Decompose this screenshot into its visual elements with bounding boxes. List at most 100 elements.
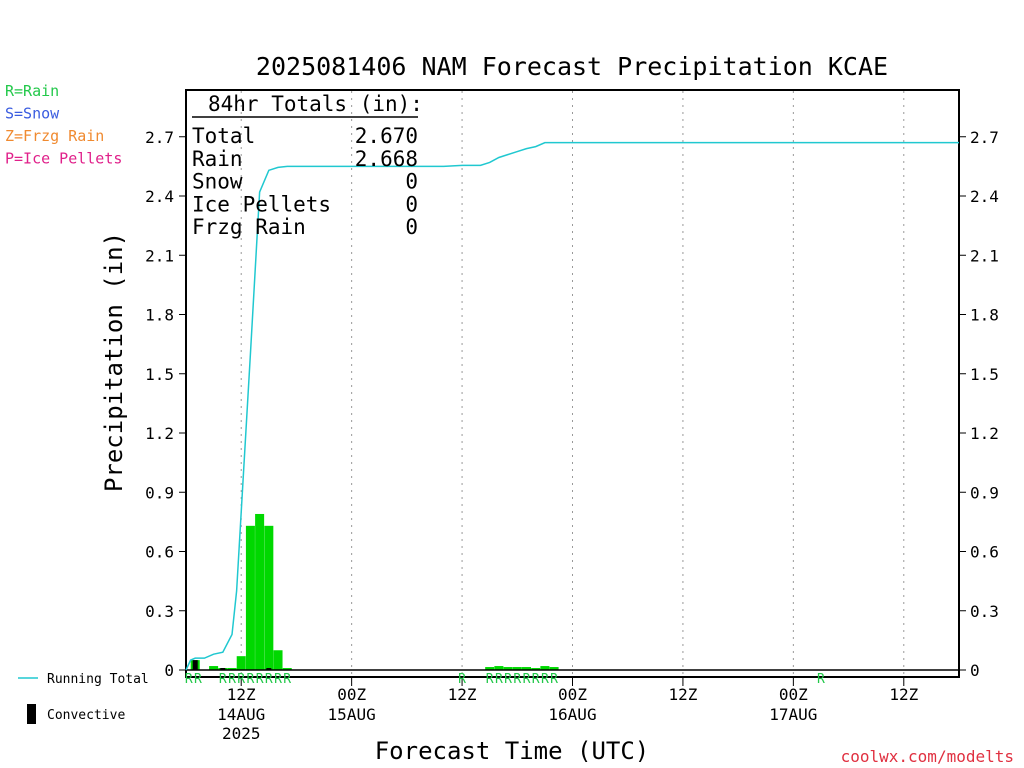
x-tick-label: 00Z <box>337 685 366 704</box>
y-tick-label-right: 2.4 <box>970 187 999 206</box>
y-tick-label-right: 1.8 <box>970 306 999 325</box>
y-tick-label-right: 0.9 <box>970 483 999 502</box>
legend-swatch-bar <box>27 704 36 724</box>
y-tick-label-left: 0.3 <box>145 602 174 621</box>
y-tick-label-left: 2.1 <box>145 246 174 265</box>
totals-row-value: 0 <box>405 170 418 194</box>
x-tick-label: 12Z <box>227 685 256 704</box>
precip-bar <box>549 667 559 670</box>
precip-bars <box>190 513 559 670</box>
x-tick-year: 2025 <box>222 724 261 743</box>
totals-box: 84hr Totals (in): Total 2.670 Rain 2.668 Snow… <box>192 92 423 239</box>
precip-type-marker: R <box>256 672 264 687</box>
precip-bar <box>512 667 522 670</box>
precip-type-marker: R <box>458 672 466 687</box>
legend-label: Convective <box>47 708 125 723</box>
precip-type-marker: R <box>532 672 540 687</box>
precip-bar <box>236 656 246 670</box>
x-tick-date: 16AUG <box>548 705 596 724</box>
x-tick-date: 15AUG <box>328 705 376 724</box>
y-tick-label-left: 2.7 <box>145 128 174 147</box>
precip-type-marker: R <box>495 672 503 687</box>
y-tick-label-right: 2.1 <box>970 246 999 265</box>
precip-type-marker: R <box>265 672 273 687</box>
precip-type-marker: R <box>247 672 255 687</box>
precip-bar <box>521 667 531 670</box>
precip-type-marker: R <box>817 672 825 687</box>
grid-lines <box>240 91 905 676</box>
totals-row-value: 2.670 <box>355 124 418 148</box>
x-tick-date: 14AUG <box>217 705 265 724</box>
precip-bar <box>282 668 292 670</box>
precip-bar <box>485 667 495 670</box>
y-tick-label-right: 0.6 <box>970 543 999 562</box>
totals-row-value: 0 <box>405 192 418 216</box>
precip-type-marker: R <box>228 672 236 687</box>
precip-bar <box>264 525 274 670</box>
precip-type-marker: R <box>541 672 549 687</box>
totals-row-label: Total <box>192 124 255 148</box>
y-tick-label-left: 0 <box>164 661 174 680</box>
chart-title: 2025081406 NAM Forecast Precipitation KC… <box>256 52 888 81</box>
y-tick-label-right: 0.3 <box>970 602 999 621</box>
precip-type-marker: R <box>550 672 558 687</box>
precip-bar <box>531 668 541 670</box>
x-tick-label: 12Z <box>448 685 477 704</box>
bottom-legend: Running Total Convective <box>18 672 149 724</box>
legend-item-p: P=Ice Pellets <box>5 150 122 168</box>
y-axis: 0 00.3 0.30.6 0.60.9 0.91.2 1.21.5 1.51.8 1.82.… <box>145 128 999 680</box>
y-tick-label-left: 1.5 <box>145 365 174 384</box>
precip-bar <box>503 667 513 670</box>
legend-item-s: S=Snow <box>5 105 60 123</box>
totals-row-label: Frzg Rain <box>192 215 306 239</box>
y-tick-label-left: 1.2 <box>145 424 174 443</box>
precip-type-marker: R <box>274 672 282 687</box>
running-total-line <box>185 141 959 671</box>
y-axis-label: Precipitation (in) <box>100 232 128 492</box>
totals-row-value: 0 <box>405 215 418 239</box>
x-tick-label: 00Z <box>558 685 587 704</box>
precip-type-marker: R <box>283 672 291 687</box>
y-tick-label-right: 2.7 <box>970 128 999 147</box>
precip-type-marker: R <box>185 672 193 687</box>
y-tick-label-left: 0.6 <box>145 543 174 562</box>
x-tick-label: 12Z <box>668 685 697 704</box>
convective-bar <box>220 668 226 670</box>
precip-type-marker: R <box>486 672 494 687</box>
precip-type-marker: R <box>237 672 245 687</box>
precip-type-marker: R <box>504 672 512 687</box>
precip-bar <box>494 666 504 670</box>
y-tick-label-left: 0.9 <box>145 483 174 502</box>
x-axis-label: Forecast Time (UTC) <box>375 737 650 765</box>
precip-bar <box>255 513 265 670</box>
y-tick-label-left: 1.8 <box>145 306 174 325</box>
legend-item-z: Z=Frzg Rain <box>5 127 104 145</box>
precip-bar <box>273 650 283 670</box>
y-tick-label-right: 0 <box>970 661 980 680</box>
x-tick-date: 17AUG <box>769 705 817 724</box>
y-tick-label-right: 1.2 <box>970 424 999 443</box>
x-tick-label: 12Z <box>889 685 918 704</box>
precip-type-marker: R <box>194 672 202 687</box>
precip-bar <box>540 666 550 670</box>
convective-bar <box>192 660 198 670</box>
precip-bar <box>209 666 219 670</box>
totals-row-label: Snow <box>192 170 243 194</box>
precip-type-legend: R=Rain S=Snow Z=Frzg Rain P=Ice Pellets <box>5 82 122 168</box>
legend-item-r: R=Rain <box>5 82 59 100</box>
totals-header: 84hr Totals (in): <box>208 92 423 116</box>
credit-text: coolwx.com/modelts <box>841 747 1014 766</box>
precip-type-marker: R <box>523 672 531 687</box>
totals-row-label: Rain <box>192 147 243 171</box>
totals-row-label: Ice Pellets <box>192 192 331 216</box>
totals-row-value: 2.668 <box>355 147 418 171</box>
x-tick-label: 00Z <box>779 685 808 704</box>
precip-type-marker: R <box>513 672 521 687</box>
convective-bars <box>192 660 272 670</box>
legend-label: Running Total <box>47 672 149 687</box>
precip-bar <box>245 525 255 670</box>
convective-bar <box>266 668 272 670</box>
